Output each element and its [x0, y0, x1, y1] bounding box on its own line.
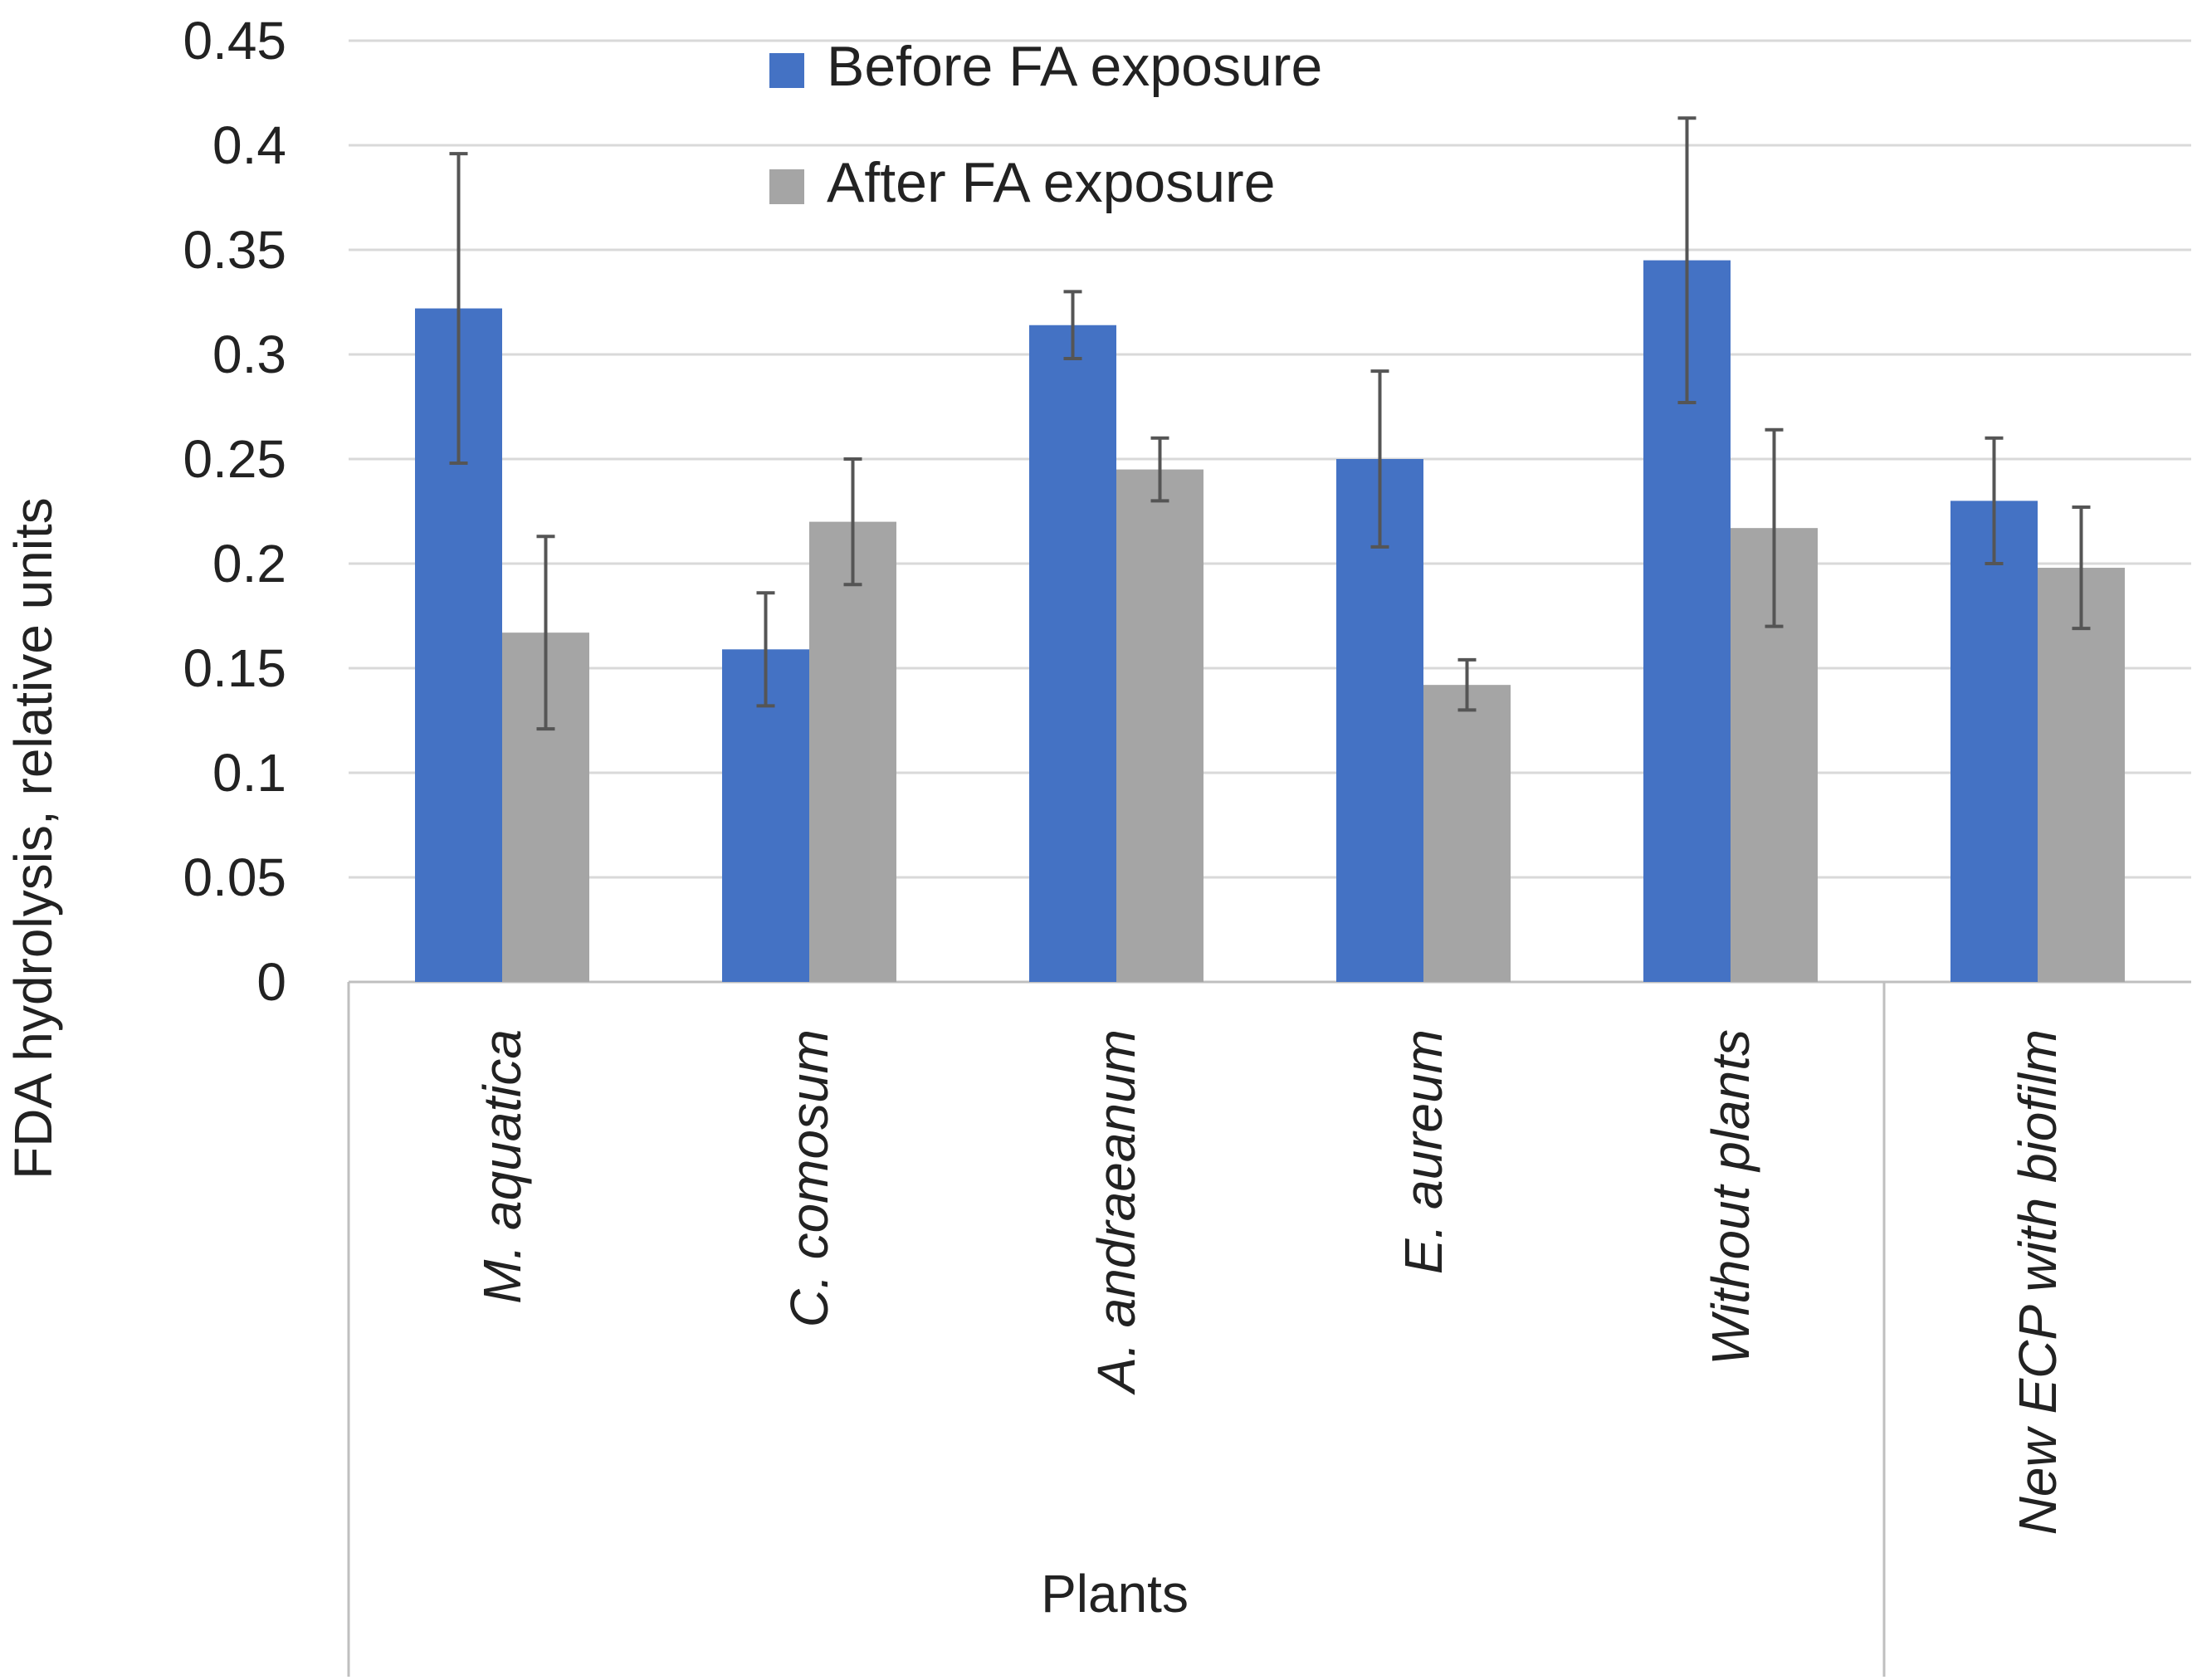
- y-tick-label: 0.1: [212, 743, 286, 803]
- y-axis-title: FDA hydrolysis, relative units: [3, 497, 63, 1179]
- y-tick-label: 0.15: [183, 638, 286, 698]
- bar-before-fa-exposure-a-andraeanum: [1029, 325, 1116, 983]
- category-label-c-comosum: C. comosum: [779, 1029, 839, 1327]
- y-tick-label: 0.3: [212, 325, 286, 384]
- category-group-label-plants: Plants: [1041, 1564, 1189, 1624]
- error-bars: [449, 116, 2091, 731]
- bar-after-fa-exposure-c-comosum: [809, 521, 896, 982]
- legend-label-after-fa-exposure: After FA exposure: [827, 151, 1276, 214]
- bar-after-fa-exposure-e-aureum: [1423, 685, 1511, 982]
- y-tick-label: 0: [256, 952, 286, 1012]
- legend-label-before-fa-exposure: Before FA exposure: [827, 35, 1322, 98]
- category-label-new-ecp-with-biofilm: New ECP with biofilm: [2008, 1029, 2068, 1535]
- y-tick-label: 0.35: [183, 220, 286, 280]
- bar-after-fa-exposure-a-andraeanum: [1116, 469, 1203, 982]
- bar-after-fa-exposure-new-ecp-with-biofilm: [2038, 568, 2125, 982]
- category-label-e-aureum: E. aureum: [1394, 1029, 1453, 1274]
- bars: [415, 260, 2125, 983]
- y-tick-label: 0.05: [183, 847, 286, 907]
- bar-before-fa-exposure-new-ecp-with-biofilm: [1950, 501, 2038, 982]
- category-label-without-plants: Without plants: [1701, 1029, 1760, 1365]
- y-tick-label: 0.2: [212, 534, 286, 593]
- y-tick-label: 0.45: [183, 11, 286, 71]
- legend-swatch-before-fa-exposure: [769, 53, 804, 88]
- y-tick-label: 0.4: [212, 115, 286, 175]
- category-group-labels: Plants: [1041, 1564, 1189, 1624]
- y-tick-label: 0.25: [183, 429, 286, 489]
- category-labels: M. aquatica C. comosum A. andraeanum E. aur…: [472, 1029, 2068, 1535]
- gridlines: [349, 39, 2191, 879]
- y-axis-tick-labels: 0 0.05 0.1 0.15 0.2 0.25 0.3 0.35 0.4 0.45: [183, 11, 286, 1012]
- category-axis-frame: [347, 980, 2191, 1677]
- legend-swatch-after-fa-exposure: [769, 169, 804, 204]
- category-label-m-aquatica: M. aquatica: [472, 1029, 532, 1304]
- category-label-a-andraeanum: A. andraeanum: [1086, 1029, 1146, 1396]
- legend: Before FA exposure After FA exposure: [769, 35, 1322, 214]
